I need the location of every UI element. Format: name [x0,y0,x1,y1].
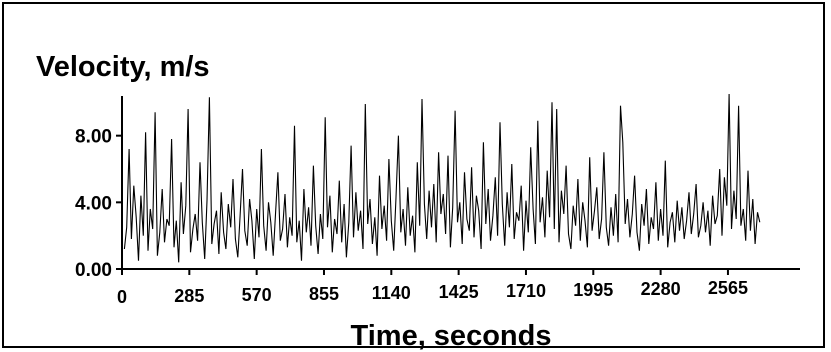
series-layer [123,93,761,263]
x-axis-label: Time, seconds [351,320,552,352]
y-tick-label: 4.00 [75,193,112,214]
x-tick-label: 2280 [641,279,681,299]
velocity-series-line [123,93,761,263]
x-tick-label: 2565 [708,278,748,298]
axis-ticks: 0.00 4.00 8.00 0 285 570 855 1140 1425 1710 1995 22… [75,127,748,307]
y-tick-label: 8.00 [75,127,112,148]
x-tick-label: 855 [309,284,339,304]
y-tick-label: 0.00 [75,260,112,281]
chart-frame [2,2,825,348]
x-tick-label: 0 [117,287,127,307]
x-tick-label: 1710 [506,281,546,301]
x-tick-label: 570 [242,285,272,305]
chart-title: Velocity, m/s [36,51,210,83]
x-tick-label: 1140 [372,283,411,303]
x-tick-label: 1425 [439,282,479,302]
x-tick-label: 285 [174,286,204,306]
x-tick-label: 1995 [573,280,613,300]
